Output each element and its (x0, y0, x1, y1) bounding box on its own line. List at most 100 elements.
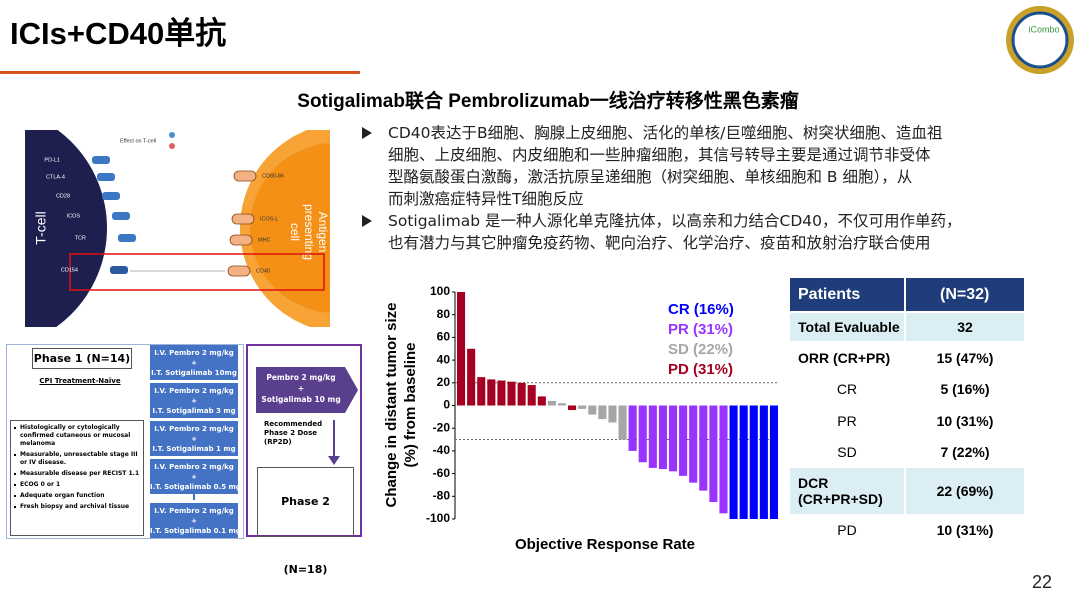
t-cell-label: T-cell (33, 211, 49, 244)
bar (578, 405, 587, 409)
receptor-label: ICOS (67, 213, 81, 219)
criterion: Fresh biopsy and archival tissue (14, 503, 140, 511)
bar (467, 348, 476, 406)
table-cell: 15 (47%) (904, 342, 1027, 374)
table-header: Patients (N=32) (790, 278, 1027, 313)
ligand (233, 170, 257, 182)
receptor (118, 234, 136, 242)
bar (679, 405, 688, 476)
response-table: Patients (N=32) Total Evaluable 32 ORR (CR+P… (790, 278, 1027, 546)
receptor-label: PD-L1 (44, 157, 60, 163)
bar (749, 405, 758, 519)
table-row: Total Evaluable 32 (790, 312, 1027, 343)
legend-entry: PR (31%) (668, 321, 733, 338)
table-cell: SD (790, 436, 906, 468)
dose-line: I.T. Sotigalimab 3 mg (152, 407, 236, 415)
table-cell: Total Evaluable (790, 312, 906, 343)
bar (668, 405, 678, 472)
rp2d-arrow (256, 367, 358, 413)
bar (457, 292, 466, 406)
subtitle: Sotigalimab联合 Pembrolizumab一线治疗转移性黑色素瘤 (297, 89, 798, 112)
bar (658, 405, 667, 470)
logo (1011, 11, 1069, 69)
receptor-label: TCR (75, 235, 86, 241)
table-cell: CR (790, 373, 906, 406)
bar (729, 405, 738, 519)
dot (14, 426, 16, 429)
bar (527, 385, 536, 406)
table-row: SD 7 (22%) (790, 436, 1027, 468)
table-cell: PR (790, 405, 906, 437)
table-cell: 32 (904, 312, 1027, 343)
criteria-box: Histologically or cytologically confirme… (10, 420, 144, 536)
bar (689, 405, 698, 483)
bar (557, 403, 567, 406)
header-cell: Patients (790, 278, 906, 313)
dose-line: + (191, 435, 197, 443)
dot (14, 505, 16, 508)
bullet-marker (362, 215, 372, 227)
ligand-label: ICOS-L (260, 216, 278, 222)
table-cell: 10 (31%) (904, 515, 1027, 546)
bar (648, 405, 657, 468)
table-cell: 7 (22%) (904, 436, 1027, 468)
apc-label: cell (288, 223, 302, 241)
apc-label: Antigen (316, 212, 330, 253)
bar (547, 400, 556, 406)
diagram-legend: Effect on T-cell (120, 138, 156, 144)
apc-label: presenting (302, 204, 316, 260)
bullet-line: 细胞、上皮细胞、内皮细胞和一些肿瘤细胞，其信号转导主要是通过调节非受体 (388, 146, 931, 164)
criterion: Measurable disease per RECIST 1.1 (14, 470, 140, 478)
bar (618, 405, 627, 440)
bar (739, 405, 748, 519)
receptor (92, 156, 110, 164)
population: CPI Treatment-Naïve (39, 377, 121, 385)
legend-dot (169, 132, 175, 138)
y-tick-label: -20 (433, 420, 451, 434)
slide-title: ICIs+CD40单抗 (10, 16, 226, 51)
dose-line: + (191, 397, 197, 405)
table-row: PR 10 (31%) (790, 405, 1027, 437)
criterion: Measurable, unresectable stage III or IV… (14, 451, 140, 467)
criterion: Histologically or cytologically confirme… (14, 424, 140, 448)
receptor-label: CD154 (61, 267, 78, 273)
criterion: ECOG 0 or 1 (14, 481, 140, 489)
receptor-label: CTLA-4 (46, 174, 65, 180)
bar (598, 405, 607, 420)
table-cell: 5 (16%) (904, 373, 1027, 406)
dot (14, 453, 16, 456)
table-cell: ORR (CR+PR) (790, 342, 906, 374)
receptor-label: CD28 (56, 193, 70, 199)
mechanism-diagram (25, 130, 330, 327)
y-tick-label: -60 (433, 466, 451, 480)
cell-line: (CR+PR+SD) (798, 491, 883, 507)
bar (568, 405, 577, 411)
rp2d-line: Phase 2 Dose (264, 429, 318, 437)
bullet-line: Sotigalimab 是一种人源化单克隆抗体，以高亲和力结合CD40，不仅可用… (388, 212, 962, 230)
phase1-frame (6, 344, 244, 539)
y-tick-label: 80 (437, 307, 451, 321)
table-cell: DCR (CR+PR+SD) (790, 467, 906, 516)
dose-box: I.V. Pembro 2 mg/kg + I.T. Sotigalimab 0.5… (150, 459, 241, 494)
highlight-box (69, 253, 325, 291)
bar (719, 405, 728, 514)
bar (769, 405, 778, 519)
receptor (112, 212, 130, 220)
legend-entry: CR (16%) (668, 301, 734, 318)
logo-text: iCombo (1028, 24, 1059, 34)
dose-line: + (191, 473, 197, 481)
receptor (97, 173, 115, 181)
page-number: 22 (1032, 572, 1052, 592)
criterion: Adequate organ function (14, 492, 140, 500)
dose-box: I.V. Pembro 2 mg/kg + I.T. Sotigalimab 1 m… (150, 421, 238, 456)
bullet-list: CD40表达于B细胞、胸腺上皮细胞、活化的单核/巨噬细胞、树突状细胞、造血祖 细胞… (362, 122, 962, 254)
y-tick-label: 20 (437, 375, 451, 389)
bullet-line: 型酪氨酸蛋白激酶，激活抗原呈递细胞（树突细胞、单核细胞和 B 细胞），从 (388, 168, 913, 186)
regimen-line: + (297, 384, 305, 393)
table-row: CR 5 (16%) (790, 373, 1027, 406)
table-cell: 10 (31%) (904, 405, 1027, 437)
phase1-label: Phase 1 (N=14) (32, 348, 132, 369)
dot (14, 472, 16, 475)
bullet-line: 也有潜力与其它肿瘤免疫药物、靶向治疗、化学治疗、疫苗和放射治疗联合使用 (388, 234, 931, 252)
